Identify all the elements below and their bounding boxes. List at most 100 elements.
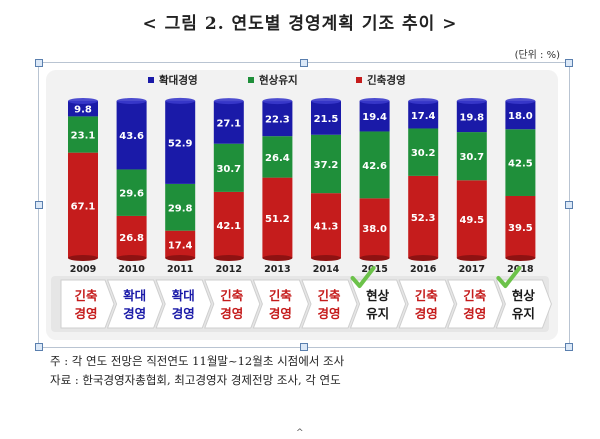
stance-chevron: [447, 279, 504, 329]
stance-label-bottom: 경영: [269, 306, 292, 321]
stance-label-bottom: 경영: [172, 306, 195, 321]
stance-label-bottom: 경영: [123, 306, 146, 321]
stance-label-bottom: 경영: [220, 306, 243, 321]
bar-cap: [505, 98, 536, 104]
data-label: 67.1: [71, 201, 96, 212]
resize-handle-top-right[interactable]: [565, 59, 573, 67]
data-label: 26.8: [119, 233, 144, 244]
data-label: 18.0: [508, 111, 533, 122]
data-label: 42.6: [362, 161, 387, 172]
data-label: 49.5: [459, 215, 484, 226]
legend-label: 긴축경영: [367, 74, 406, 87]
data-label: 52.3: [411, 213, 436, 224]
bar-segment: [456, 180, 487, 258]
stance-chevron: [155, 279, 212, 329]
bar-segment: [505, 129, 536, 196]
bar-segment: [213, 101, 244, 144]
bar-base: [359, 255, 390, 261]
stance-label-top: 긴축: [415, 288, 439, 303]
stance-label-top: 긴축: [317, 288, 341, 303]
resize-handle-bottom-right[interactable]: [565, 343, 573, 351]
data-label: 42.5: [508, 159, 533, 170]
bar-segment: [68, 116, 98, 153]
legend-swatch: [148, 77, 154, 83]
data-label: 27.1: [216, 118, 241, 129]
data-label: 26.4: [265, 153, 290, 164]
resize-handle-bottom-left[interactable]: [35, 343, 43, 351]
bar-segment: [116, 215, 147, 258]
resize-handle-top-left[interactable]: [35, 59, 43, 67]
bar-segment: [262, 101, 293, 137]
resize-handle-top-center[interactable]: [300, 59, 308, 67]
stance-label-bottom: 유지: [366, 306, 389, 321]
data-label: 29.8: [168, 203, 193, 214]
stance-chevron: [301, 279, 358, 329]
stance-label-top: 긴축: [74, 288, 98, 303]
x-tick-label: 2016: [410, 264, 437, 275]
bar-segment: [116, 101, 147, 170]
x-tick-label: 2012: [216, 264, 242, 275]
stance-chevron: [349, 279, 407, 329]
data-label: 21.5: [314, 114, 339, 125]
data-label: 17.4: [168, 240, 193, 251]
bar-cap: [116, 98, 147, 104]
data-label: 29.6: [119, 189, 144, 200]
data-label: 41.3: [314, 222, 339, 233]
data-label: 30.2: [411, 148, 436, 159]
bar-segment: [456, 101, 487, 133]
stance-label-top: 긴축: [463, 288, 487, 303]
data-label: 43.6: [119, 131, 144, 142]
stance-chevron: [106, 279, 164, 329]
bar-segment: [359, 131, 390, 199]
stance-chevron: [60, 279, 115, 329]
bar-segment: [213, 143, 244, 192]
bar-segment: [408, 128, 439, 176]
bar-cap: [262, 98, 293, 105]
data-label: 9.8: [74, 105, 92, 116]
bar-segment: [116, 169, 147, 216]
data-label: 17.4: [411, 111, 436, 122]
bar-base: [68, 255, 98, 261]
bar-segment: [359, 101, 390, 132]
stance-label-bottom: 경영: [317, 306, 340, 321]
note-source: 자료 : 한국경영자총협회, 최고경영자 경제전망 조사, 각 연도: [50, 373, 341, 387]
legend-swatch: [356, 77, 362, 83]
stance-label-top: 긴축: [220, 288, 244, 303]
legend-label: 확대경영: [159, 74, 198, 87]
bar-segment: [505, 101, 536, 130]
stance-chevron: [495, 279, 552, 329]
stance-label-bottom: 경영: [463, 306, 486, 321]
resize-handle-bottom-center[interactable]: [300, 343, 308, 351]
bar-cap: [165, 97, 196, 104]
data-label: 38.0: [362, 224, 387, 235]
data-label: 23.1: [71, 131, 96, 142]
data-label: 39.5: [508, 223, 533, 234]
data-label: 30.7: [216, 164, 241, 175]
bar-cap: [311, 98, 341, 104]
note-survey-timing: 주 : 각 연도 전망은 직전연도 11월말~12월초 시점에서 조사: [50, 354, 345, 368]
x-tick-label: 2014: [313, 264, 340, 275]
x-tick-label: 2009: [70, 264, 96, 275]
data-label: 22.3: [265, 115, 290, 126]
x-tick-label: 2013: [264, 264, 290, 275]
legend-swatch: [248, 77, 254, 83]
bar-segment: [68, 101, 98, 117]
bar-base: [505, 255, 536, 261]
bar-cap: [213, 98, 244, 105]
text-cursor-icon: ^: [296, 428, 304, 438]
figure-title: < 그림 2. 연도별 경영계획 기조 추이 >: [142, 14, 458, 34]
bar-segment: [408, 175, 439, 258]
bar-base: [456, 255, 487, 261]
figure-notes: 주 : 각 연도 전망은 직전연도 11월말~12월초 시점에서 조사 자료 :…: [50, 352, 344, 390]
stance-label-bottom: 경영: [74, 306, 97, 321]
bar-segment: [213, 191, 244, 258]
bar-base: [165, 255, 196, 261]
bar-cap: [408, 98, 439, 105]
check-mark-icon: [350, 266, 376, 288]
data-label: 19.4: [362, 112, 387, 123]
bar-base: [408, 255, 439, 261]
bar-cap: [359, 98, 390, 104]
resize-handle-middle-right[interactable]: [565, 201, 573, 209]
bar-segment: [456, 132, 487, 181]
resize-handle-middle-left[interactable]: [35, 201, 43, 209]
